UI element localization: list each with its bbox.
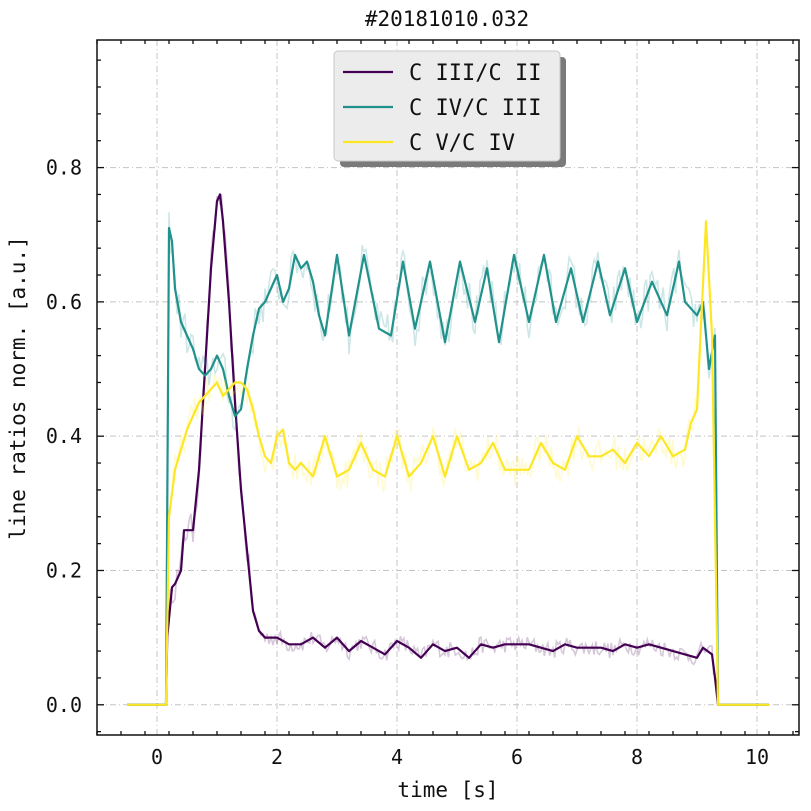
legend-label: C IV/C III bbox=[409, 96, 541, 121]
x-tick-label: 8 bbox=[631, 745, 643, 769]
y-axis-label: line ratios norm. [a.u.] bbox=[6, 236, 30, 539]
grid-lines bbox=[97, 40, 799, 735]
series-noise-band bbox=[127, 218, 769, 706]
x-tick-label: 2 bbox=[271, 745, 283, 769]
series-line bbox=[127, 220, 769, 706]
x-tick-label: 0 bbox=[151, 745, 163, 769]
y-tick-label: 0.2 bbox=[46, 558, 82, 582]
y-tick-label: 0.8 bbox=[46, 156, 82, 180]
legend-box bbox=[333, 50, 561, 162]
y-tick-label: 0.4 bbox=[46, 424, 82, 448]
y-tick-label: 0.0 bbox=[46, 693, 82, 717]
series-line bbox=[127, 226, 769, 706]
chart-title: #20181010.032 bbox=[365, 7, 529, 31]
x-tick-labels: 0 2 4 6 8 10 bbox=[151, 745, 769, 769]
plot-area bbox=[127, 193, 769, 706]
y-tick-labels: 0.0 0.2 0.4 0.6 0.8 bbox=[46, 156, 82, 717]
series-line bbox=[127, 193, 769, 706]
x-axis-label: time [s] bbox=[397, 778, 498, 802]
y-tick-label: 0.6 bbox=[46, 290, 82, 314]
legend-label: C V/C IV bbox=[409, 131, 515, 156]
legend-label: C III/C II bbox=[409, 61, 541, 86]
x-tick-label: 10 bbox=[745, 745, 769, 769]
legend: C III/C II C IV/C III C V/C IV bbox=[333, 50, 566, 167]
axis-ticks bbox=[96, 40, 799, 735]
x-tick-label: 6 bbox=[511, 745, 523, 769]
plot-frame bbox=[96, 39, 800, 736]
x-tick-label: 4 bbox=[391, 745, 403, 769]
